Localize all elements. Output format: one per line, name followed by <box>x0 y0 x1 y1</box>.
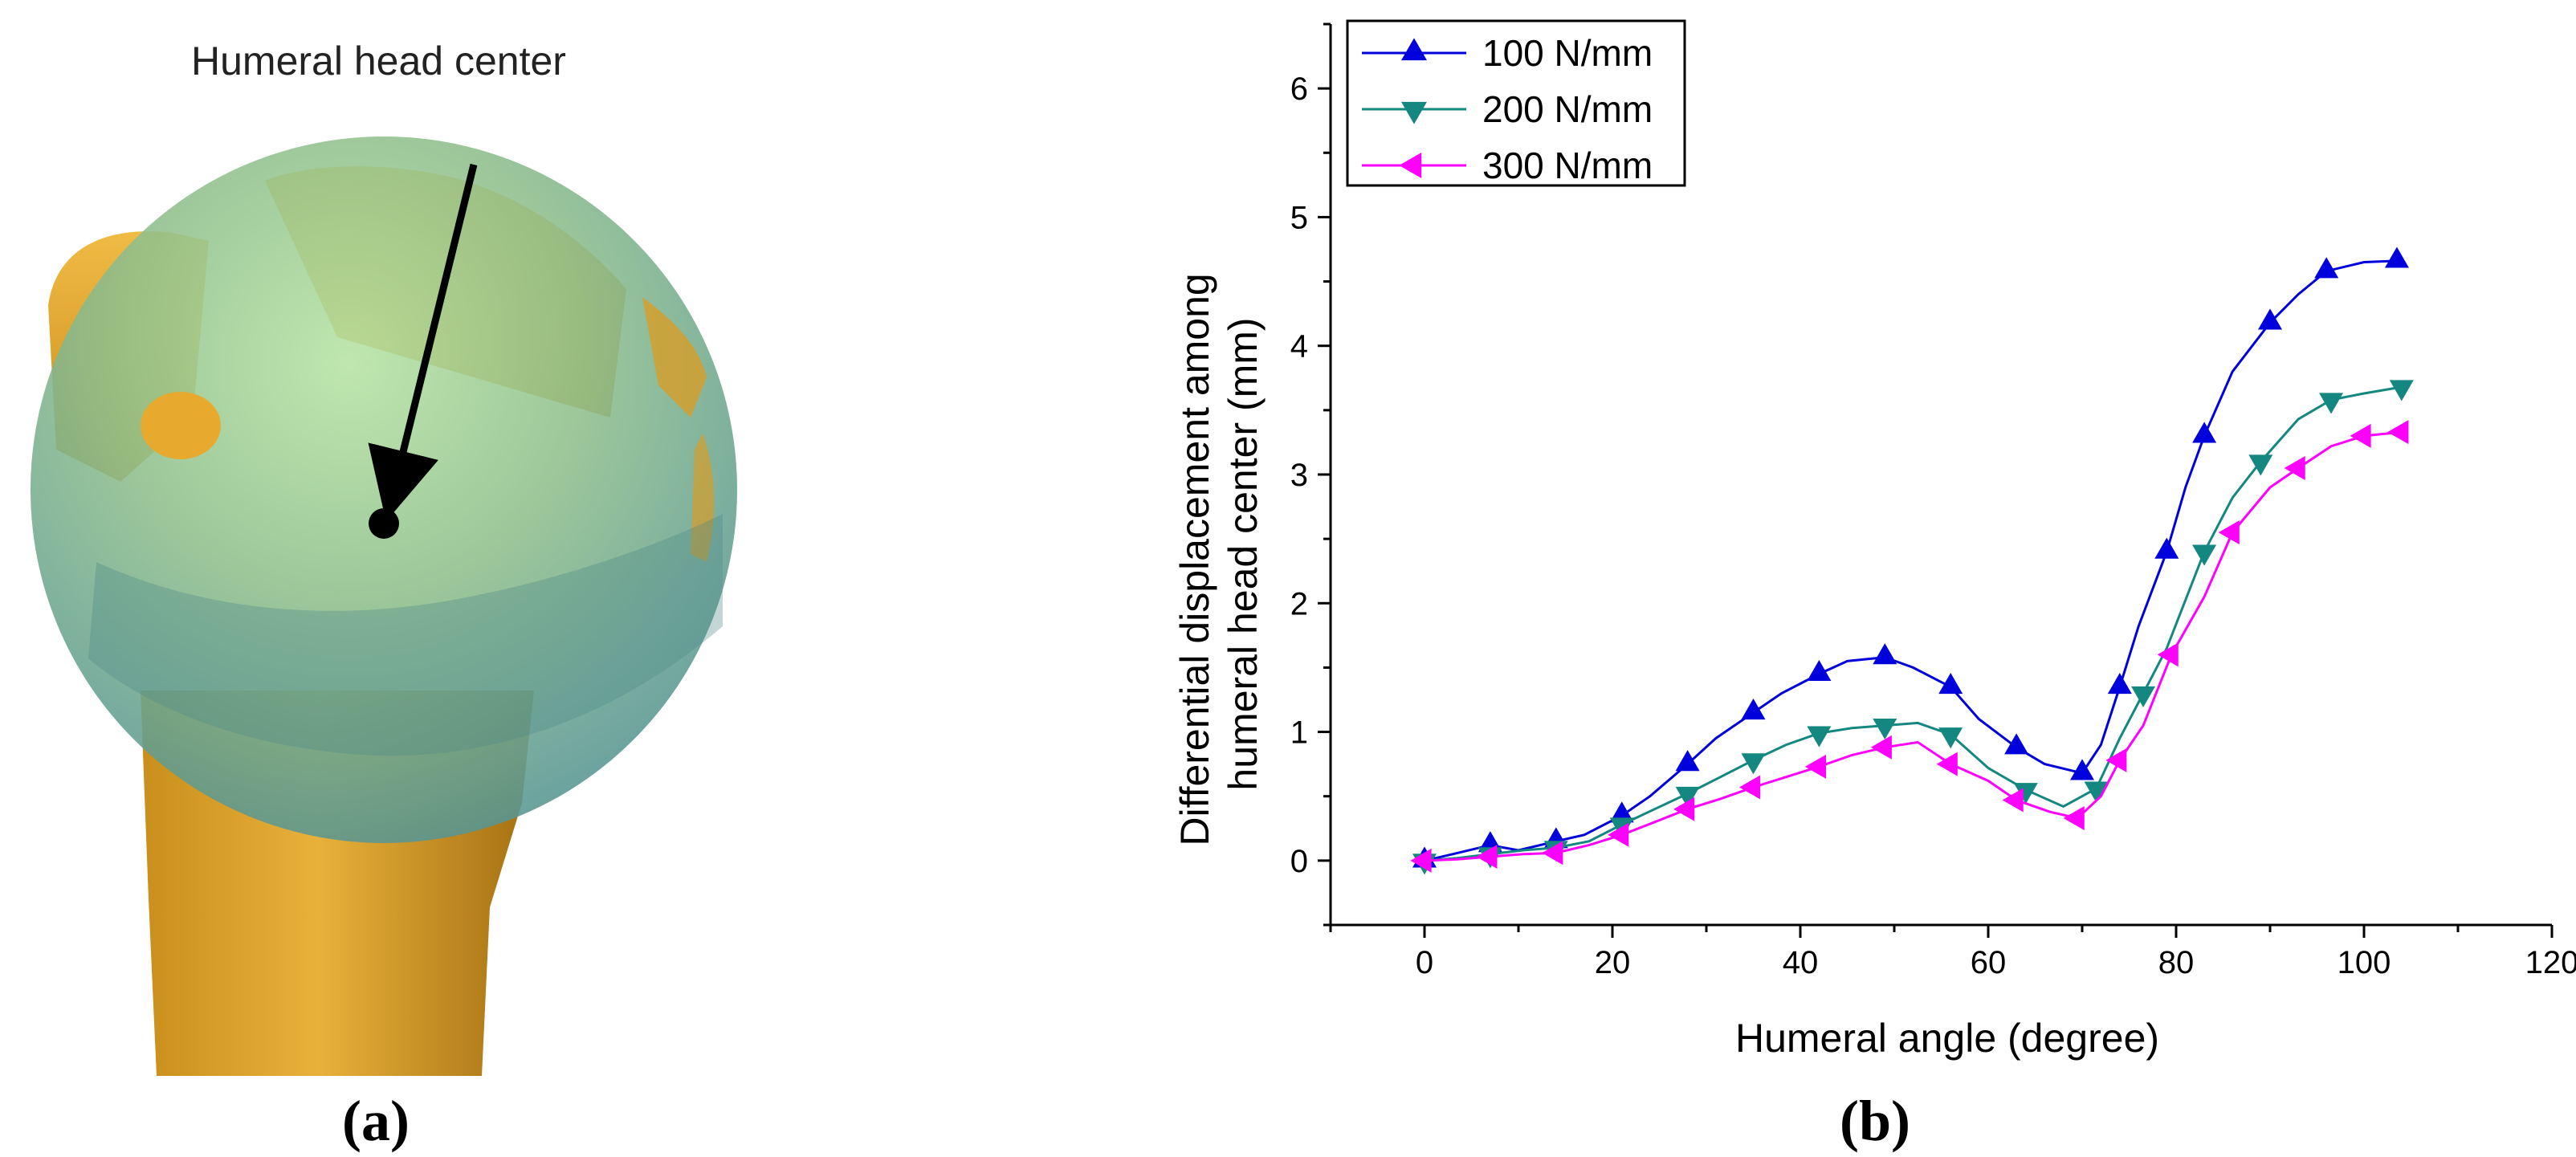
annotation-label: Humeral head center <box>191 39 566 84</box>
data-point <box>2154 537 2179 559</box>
data-point <box>2084 781 2109 803</box>
data-point <box>1938 672 1963 695</box>
y-tick-label: 3 <box>1290 458 1308 493</box>
data-point <box>2384 246 2409 268</box>
data-point <box>2107 672 2132 695</box>
y-tick-label: 5 <box>1290 200 1308 235</box>
data-point <box>2218 520 2240 545</box>
data-point <box>1673 796 1695 821</box>
x-tick-label: 20 <box>1595 945 1631 980</box>
data-point <box>1873 718 1897 740</box>
data-point <box>1741 699 1766 720</box>
x-tick-label: 0 <box>1416 945 1433 980</box>
data-point <box>1741 753 1766 775</box>
x-tick-label: 100 <box>2338 945 2391 980</box>
y-tick-label: 2 <box>1290 586 1308 621</box>
data-point <box>1608 822 1629 847</box>
y-tick-label: 6 <box>1290 71 1308 107</box>
data-point <box>1739 775 1761 800</box>
data-point <box>2105 748 2127 772</box>
legend-label: 100 N/mm <box>1482 32 1653 74</box>
data-point <box>2319 393 2344 414</box>
data-point <box>1410 848 1432 873</box>
y-axis-label-line-1: Differential displacement among <box>1172 273 1217 845</box>
series-line-2 <box>1424 385 2403 862</box>
lesser-tuberosity <box>141 392 221 459</box>
data-point <box>1542 841 1563 866</box>
panel-a: Humeral head center (a) <box>31 39 737 1153</box>
bone-patch-edge <box>691 434 715 562</box>
series-line-1 <box>1424 259 2397 862</box>
y-axis-label-line-2: humeral head center (mm) <box>1221 317 1266 790</box>
data-point <box>2070 759 2094 780</box>
data-point <box>2157 642 2179 667</box>
x-tick-label: 40 <box>1783 945 1819 980</box>
data-point <box>1938 727 1963 749</box>
data-point <box>2192 544 2217 566</box>
data-point <box>1936 752 1958 776</box>
annotation-arrow <box>368 163 478 522</box>
y-tick-label: 1 <box>1290 715 1308 751</box>
data-point <box>2284 455 2305 480</box>
data-point <box>2004 733 2029 755</box>
legend-marker <box>1401 38 1427 61</box>
x-axis-label: Humeral angle (degree) <box>1735 1016 2159 1061</box>
data-point <box>2013 783 2038 805</box>
x-tick-label: 120 <box>2525 945 2576 980</box>
series-line-3 <box>1424 430 2402 862</box>
data-point <box>2387 420 2409 445</box>
data-point <box>1870 735 1892 760</box>
data-point <box>2192 422 2217 443</box>
data-point <box>2248 454 2273 476</box>
legend-marker <box>1399 153 1422 178</box>
panel-b: 0 20 40 60 80 100 120 0 1 2 3 4 5 6 100 N/mm 200 N/mm 30… <box>1172 19 2576 1153</box>
caption-a: (a) <box>342 1089 410 1153</box>
data-point <box>2063 805 2085 830</box>
y-tick-label: 0 <box>1290 844 1308 879</box>
data-point <box>1476 845 1498 870</box>
data-point <box>1807 659 1832 682</box>
x-tick-label: 60 <box>1971 945 2007 980</box>
chart: 0 20 40 60 80 100 120 0 1 2 3 4 5 6 100 N/mm 200 N/mm 30… <box>1290 19 2576 980</box>
bone-patch-right <box>642 297 707 418</box>
data-point <box>1807 726 1832 748</box>
data-point <box>2389 380 2414 401</box>
y-axis-label: Differential displacement among humeral … <box>1172 262 1266 845</box>
head-shading <box>88 514 723 756</box>
y-tick-label: 4 <box>1290 329 1308 365</box>
data-point <box>1675 750 1700 772</box>
caption-b: (b) <box>1840 1089 1910 1153</box>
data-point <box>2314 257 2339 279</box>
legend-label: 300 N/mm <box>1482 145 1653 186</box>
legend-marker <box>1401 101 1427 124</box>
data-point <box>1804 754 1827 779</box>
data-point <box>2002 788 2024 813</box>
data-point <box>1873 643 1897 665</box>
data-point <box>2131 686 2156 707</box>
humeral-head-center-marker <box>369 508 399 539</box>
x-tick-label: 80 <box>2158 945 2195 980</box>
legend-label: 200 N/mm <box>1482 88 1653 130</box>
data-point <box>2258 308 2282 330</box>
data-point <box>2350 423 2371 448</box>
data-point <box>1609 801 1634 823</box>
data-point <box>1675 786 1700 808</box>
